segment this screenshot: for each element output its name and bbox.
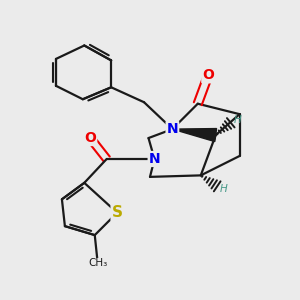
Text: O: O (202, 68, 214, 82)
Text: N: N (167, 122, 178, 136)
Text: CH₃: CH₃ (88, 259, 107, 269)
Text: S: S (112, 205, 123, 220)
Polygon shape (172, 129, 217, 142)
Text: H: H (233, 115, 241, 125)
Text: N: N (149, 152, 160, 166)
Text: H: H (219, 184, 227, 194)
Text: O: O (84, 131, 96, 145)
